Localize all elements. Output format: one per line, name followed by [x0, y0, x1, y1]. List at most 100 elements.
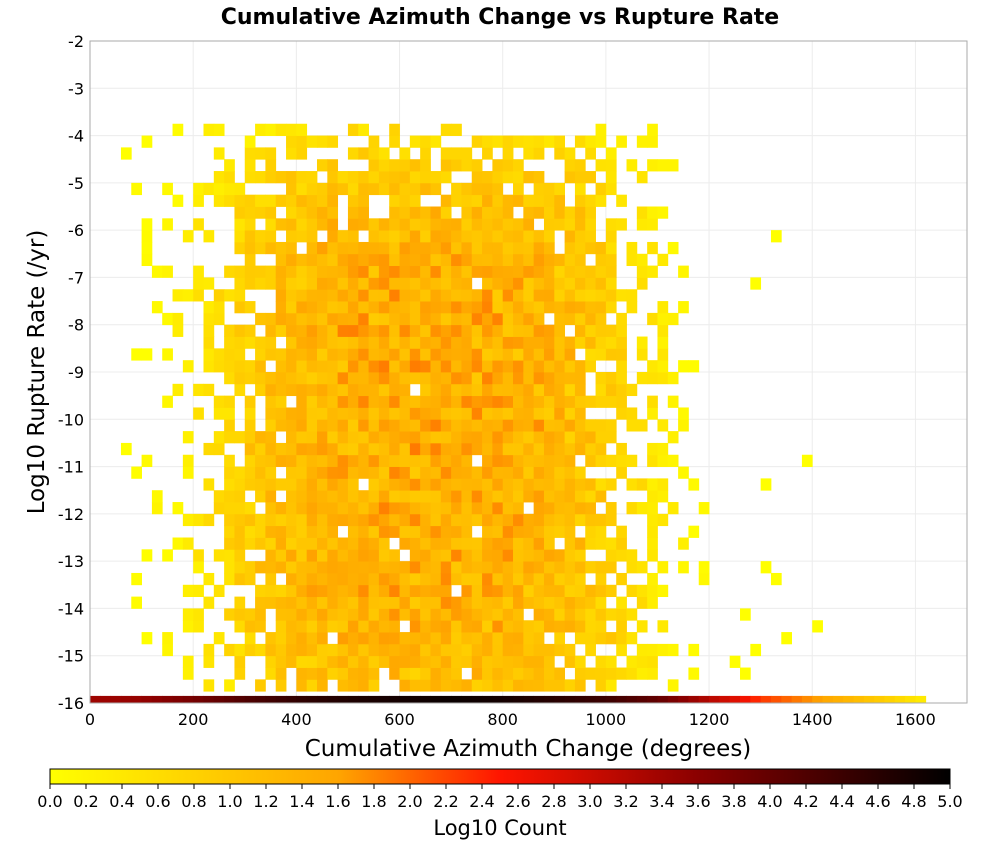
- bottom-row-cell: [915, 695, 927, 703]
- heatmap-cell: [275, 324, 287, 337]
- heatmap-cell: [513, 490, 524, 503]
- heatmap-cell: [337, 679, 349, 692]
- heatmap-cell: [306, 632, 318, 645]
- heatmap-cell: [337, 419, 349, 432]
- heatmap-cell: [286, 348, 297, 361]
- heatmap-cell: [574, 289, 586, 302]
- heatmap-cell: [389, 312, 400, 326]
- heatmap-cell: [482, 667, 493, 680]
- heatmap-cell: [471, 253, 483, 267]
- heatmap-cell: [265, 265, 277, 278]
- heatmap-cell: [451, 431, 462, 444]
- heatmap-cell: [482, 525, 493, 538]
- heatmap-cell: [523, 289, 535, 302]
- heatmap-cell: [327, 608, 339, 621]
- heatmap-cell: [482, 561, 493, 574]
- heatmap-cell: [574, 372, 586, 385]
- heatmap-cell: [337, 253, 349, 267]
- heatmap-cell: [420, 135, 431, 148]
- heatmap-cell: [451, 182, 462, 196]
- heatmap-cell: [347, 431, 359, 444]
- heatmap-cell: [492, 608, 504, 621]
- heatmap-cell: [131, 596, 142, 609]
- heatmap-cell: [255, 372, 266, 385]
- heatmap-cell: [595, 513, 607, 527]
- heatmap-cell: [265, 667, 277, 680]
- heatmap-cell: [420, 372, 431, 385]
- heatmap-cell: [461, 620, 473, 633]
- heatmap-cell: [378, 632, 390, 645]
- heatmap-cell: [224, 537, 235, 550]
- heatmap-cell: [244, 502, 256, 515]
- y-axis-label: Log10 Rupture Rate (/yr): [24, 230, 50, 515]
- heatmap-cell: [698, 502, 710, 515]
- heatmap-cell: [451, 620, 462, 633]
- heatmap-cell: [595, 241, 607, 255]
- heatmap-cell: [234, 230, 246, 243]
- heatmap-cell: [543, 419, 555, 432]
- heatmap-cell: [327, 265, 339, 278]
- heatmap-cell: [234, 620, 246, 633]
- heatmap-cell: [399, 513, 411, 527]
- colorbar-tick-label: 3.8: [721, 792, 746, 811]
- heatmap-cell: [574, 395, 586, 408]
- heatmap-cell: [275, 502, 287, 515]
- heatmap-cell: [399, 277, 411, 290]
- heatmap-cell: [523, 253, 535, 267]
- heatmap-cell: [368, 537, 380, 550]
- heatmap-cell: [616, 466, 627, 479]
- heatmap-cell: [482, 372, 493, 385]
- heatmap-cell: [585, 667, 596, 680]
- heatmap-cell: [378, 289, 390, 302]
- heatmap-cell: [678, 419, 689, 432]
- heatmap-cell: [244, 419, 256, 432]
- heatmap-cell: [492, 596, 504, 609]
- heatmap-cell: [244, 171, 256, 184]
- heatmap-cell: [471, 206, 483, 219]
- heatmap-cell: [213, 442, 225, 456]
- heatmap-cell: [172, 537, 184, 550]
- heatmap-cell: [244, 537, 256, 550]
- heatmap-cell: [327, 182, 339, 196]
- heatmap-cell: [502, 608, 514, 621]
- heatmap-cell: [316, 253, 328, 267]
- heatmap-cell: [585, 277, 596, 290]
- heatmap-cell: [471, 383, 483, 397]
- heatmap-cell: [492, 135, 504, 148]
- heatmap-cell: [430, 135, 442, 148]
- heatmap-cell: [389, 336, 400, 349]
- heatmap-cell: [409, 667, 421, 680]
- heatmap-cell: [286, 324, 297, 337]
- heatmap-cell: [482, 596, 493, 609]
- heatmap-cell: [234, 206, 246, 219]
- heatmap-cell: [316, 383, 328, 397]
- heatmap-cell: [316, 596, 328, 609]
- heatmap-cell: [368, 135, 380, 148]
- heatmap-cell: [492, 431, 504, 444]
- heatmap-cell: [605, 324, 617, 337]
- heatmap-cell: [595, 525, 607, 538]
- bottom-row-cell: [409, 695, 421, 703]
- heatmap-cell: [378, 572, 390, 586]
- heatmap-cell: [244, 395, 256, 408]
- heatmap-cell: [213, 584, 225, 598]
- heatmap-cell: [533, 265, 545, 278]
- heatmap-cell: [688, 667, 700, 680]
- heatmap-cell: [595, 632, 607, 645]
- bottom-row-cell: [523, 695, 535, 703]
- heatmap-cell: [255, 442, 266, 456]
- heatmap-cell: [234, 596, 246, 609]
- heatmap-cell: [523, 667, 535, 680]
- heatmap-cell: [296, 490, 308, 503]
- heatmap-cell: [657, 643, 669, 657]
- heatmap-cell: [275, 253, 287, 267]
- bottom-row-cell: [316, 695, 328, 703]
- heatmap-cell: [265, 454, 277, 467]
- heatmap-cell: [420, 620, 431, 633]
- heatmap-cell: [234, 182, 246, 196]
- heatmap-cell: [347, 182, 359, 196]
- heatmap-cell: [471, 620, 483, 633]
- heatmap-cell: [347, 348, 359, 361]
- heatmap-cell: [492, 478, 504, 491]
- heatmap-cell: [451, 454, 462, 467]
